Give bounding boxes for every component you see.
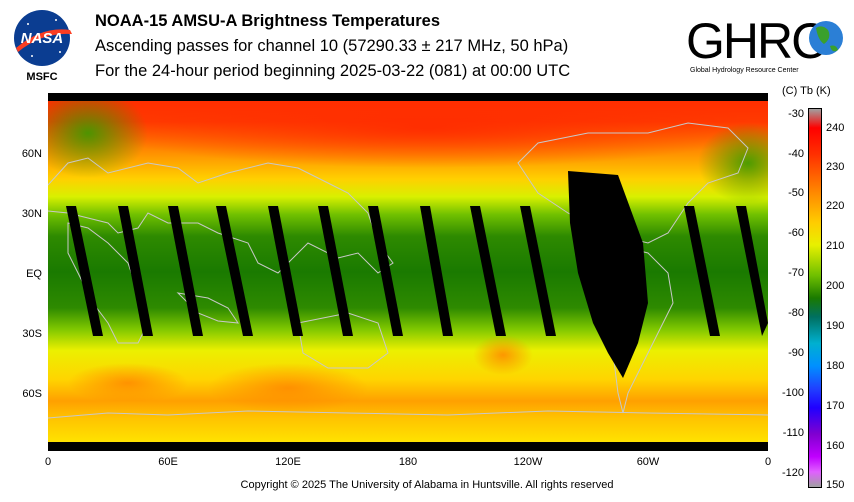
kelvin-tick-240: 240 bbox=[826, 122, 845, 134]
page-title: NOAA-15 AMSU-A Brightness Temperatures bbox=[95, 12, 441, 30]
kelvin-tick-200: 200 bbox=[826, 280, 845, 292]
ghrc-logo-text: GHRC bbox=[686, 13, 826, 69]
lat-label-60n: 60N bbox=[21, 148, 42, 160]
kelvin-tick-220: 220 bbox=[826, 200, 845, 212]
kelvin-tick-170: 170 bbox=[826, 400, 845, 412]
brightness-temperature-map bbox=[28, 88, 798, 451]
lon-label-120w: 120W bbox=[513, 456, 543, 468]
kelvin-tick-210: 210 bbox=[826, 240, 845, 252]
colorbar-header: (C) Tb (K) bbox=[782, 85, 831, 97]
celsius-tick-minus60: -60 bbox=[788, 227, 804, 239]
kelvin-tick-190: 190 bbox=[826, 320, 845, 332]
celsius-tick-minus70: -70 bbox=[788, 267, 804, 279]
kelvin-tick-160: 160 bbox=[826, 440, 845, 452]
copyright-notice: Copyright © 2025 The University of Alaba… bbox=[240, 479, 614, 491]
ghrc-logo: GHRC Global Hydrology Resource Center bbox=[680, 8, 850, 78]
celsius-tick-minus30: -30 bbox=[788, 108, 804, 120]
coastlines bbox=[47, 122, 769, 419]
lat-label-eq: EQ bbox=[26, 268, 42, 280]
lon-label-60w: 60W bbox=[636, 456, 660, 468]
nasa-logo: NASA MSFC bbox=[10, 8, 80, 88]
lon-label-120e: 120E bbox=[275, 456, 301, 468]
nasa-logo-text: NASA bbox=[21, 30, 64, 47]
lon-label-0: 0 bbox=[44, 456, 52, 468]
colorbar bbox=[808, 108, 822, 488]
lat-label-30s: 30S bbox=[22, 328, 42, 340]
kelvin-tick-180: 180 bbox=[826, 360, 845, 372]
lon-label-60e: 60E bbox=[158, 456, 178, 468]
celsius-tick-minus110: -110 bbox=[782, 427, 804, 439]
kelvin-tick-150: 150 bbox=[826, 479, 845, 491]
lon-label-180: 180 bbox=[398, 456, 418, 468]
celsius-tick-minus100: -100 bbox=[781, 387, 804, 399]
lon-label-0-right: 0 bbox=[764, 456, 772, 468]
celsius-tick-minus80: -80 bbox=[788, 307, 804, 319]
celsius-tick-minus120: -120 bbox=[781, 467, 804, 479]
celsius-tick-minus40: -40 bbox=[788, 148, 804, 160]
page-subtitle: Ascending passes for channel 10 (57290.3… bbox=[95, 37, 569, 55]
missing-swaths bbox=[66, 171, 768, 378]
kelvin-tick-230: 230 bbox=[826, 161, 845, 173]
celsius-tick-minus50: -50 bbox=[788, 187, 804, 199]
period-line: For the 24-hour period beginning 2025-03… bbox=[95, 62, 571, 80]
lat-label-60s: 60S bbox=[22, 388, 42, 400]
celsius-tick-minus90: -90 bbox=[788, 347, 804, 359]
lat-label-30n: 30N bbox=[21, 208, 42, 220]
ghrc-tagline: Global Hydrology Resource Center bbox=[690, 67, 799, 74]
msfc-label: MSFC bbox=[26, 71, 58, 83]
